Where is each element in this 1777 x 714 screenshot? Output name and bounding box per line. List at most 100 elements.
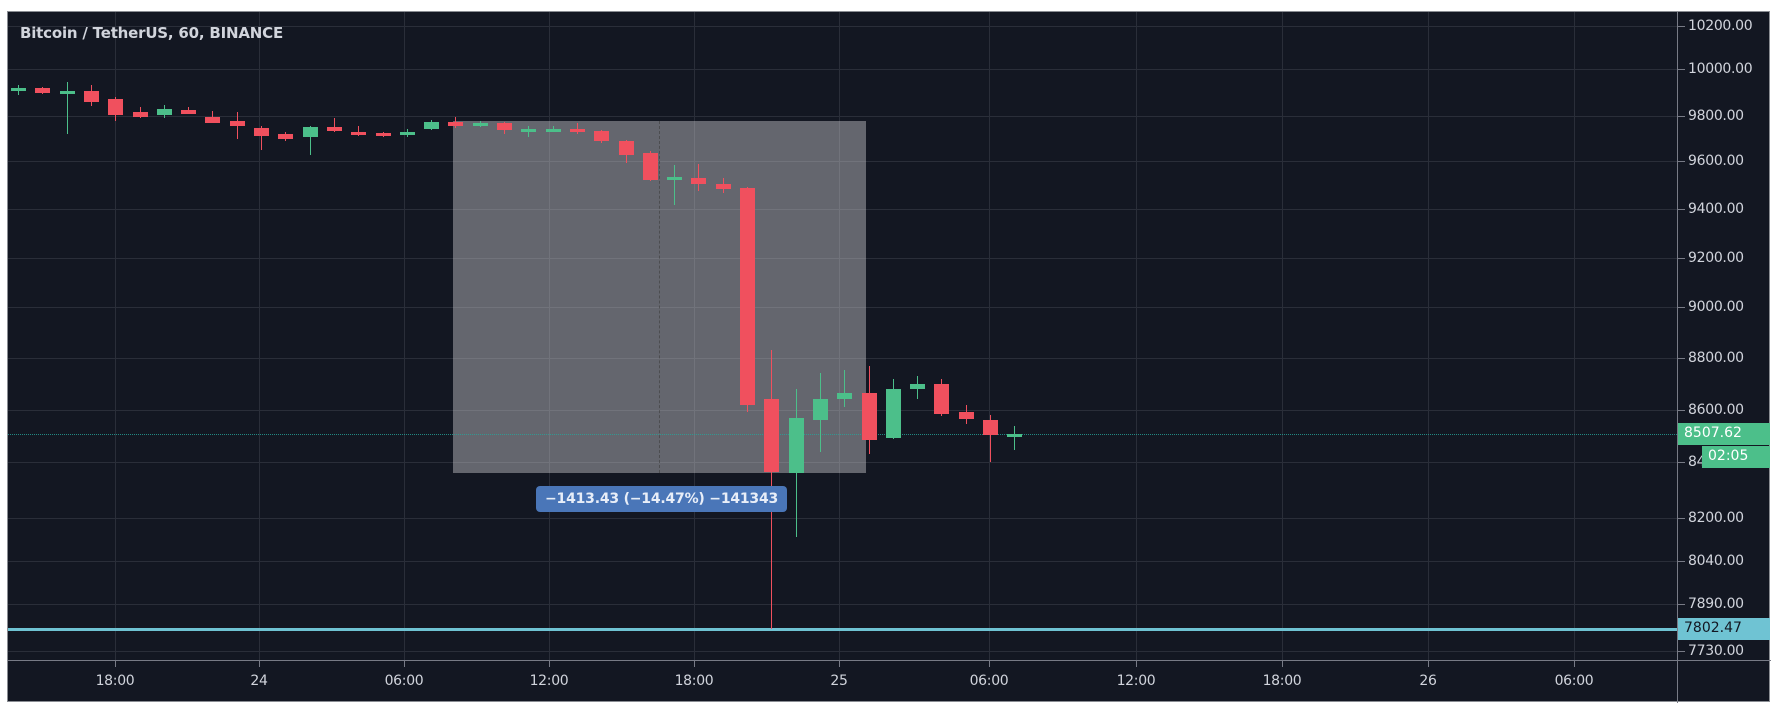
candle-wick xyxy=(261,125,262,151)
time-tick-label: 12:00 xyxy=(529,673,569,689)
gridline xyxy=(8,651,1677,652)
candle-wick xyxy=(990,415,991,462)
time-tick-label: 26 xyxy=(1419,673,1437,689)
gridline xyxy=(8,161,1677,162)
candle-wick xyxy=(334,117,335,132)
chart-container[interactable]: −1413.43 (−14.47%) −141343 Bitcoin / Tet… xyxy=(7,11,1771,703)
price-tick-label: 8600.00 xyxy=(1688,402,1744,418)
candle-body xyxy=(376,133,391,137)
time-axis[interactable]: 18:00 24 06:00 12:00 18:00 25 06:00 12:00 18:00 2… xyxy=(8,660,1677,703)
price-tick-mark xyxy=(1678,651,1685,652)
price-tick-mark xyxy=(1678,258,1685,259)
price-axis[interactable]: 10200.00 10000.00 9800.00 9600.00 9400.00 920… xyxy=(1677,12,1771,660)
last-price-line xyxy=(8,434,1677,436)
time-tick-label: 06:00 xyxy=(1554,673,1594,689)
gridline xyxy=(404,12,405,660)
price-tick-mark xyxy=(1678,462,1685,463)
candle-body xyxy=(691,178,706,185)
price-tick-label: 10000.00 xyxy=(1688,61,1753,77)
gridline xyxy=(8,258,1677,259)
price-tick-mark xyxy=(1678,518,1685,519)
candle-wick xyxy=(844,369,845,408)
gridline xyxy=(8,462,1677,463)
bar-countdown-badge: 02:05 xyxy=(1702,446,1770,469)
candle-body xyxy=(764,399,779,473)
measure-result-label: −1413.43 (−14.47%) −141343 xyxy=(536,486,788,512)
gridline xyxy=(8,561,1677,562)
gridline xyxy=(1282,12,1283,660)
candle-body xyxy=(789,417,804,474)
candle-body xyxy=(108,99,123,116)
candle-body xyxy=(35,88,50,93)
measure-center-dashed-line xyxy=(659,121,660,474)
price-tick-label: 8040.00 xyxy=(1688,553,1744,569)
price-tick-label: 10200.00 xyxy=(1688,18,1753,34)
price-tick-mark xyxy=(1678,69,1685,70)
price-tick-label: 8800.00 xyxy=(1688,350,1744,366)
candle-body xyxy=(254,128,269,136)
axis-corner xyxy=(1677,660,1771,703)
price-tick-label: 9000.00 xyxy=(1688,299,1744,315)
price-tick-label: 9200.00 xyxy=(1688,250,1744,266)
price-tick-mark xyxy=(1678,358,1685,359)
price-tick-label: 7730.00 xyxy=(1688,643,1744,659)
time-tick-label: 06:00 xyxy=(384,673,424,689)
candle-body xyxy=(230,121,245,126)
chart-title[interactable]: Bitcoin / TetherUS, 60, BINANCE xyxy=(20,24,284,42)
candle-wick xyxy=(358,125,359,137)
candle-body xyxy=(133,111,148,117)
time-tick-mark xyxy=(1136,661,1137,667)
time-tick-mark xyxy=(989,661,990,667)
gridline xyxy=(549,12,550,660)
candle-body xyxy=(643,152,658,180)
candle-body xyxy=(619,140,634,155)
candle-body xyxy=(594,131,609,141)
time-tick-mark xyxy=(839,661,840,667)
price-tick-mark xyxy=(1678,209,1685,210)
candle-body xyxy=(351,132,366,136)
horizontal-line-price-badge: 7802.47 xyxy=(1678,618,1770,641)
candle-wick xyxy=(674,165,675,205)
candle-body xyxy=(181,109,196,114)
candle-wick xyxy=(310,125,311,155)
price-tick-label: 9400.00 xyxy=(1688,201,1744,217)
candle-body xyxy=(521,129,536,133)
time-tick-mark xyxy=(404,661,405,667)
candle-body xyxy=(473,122,488,127)
gridline xyxy=(8,410,1677,411)
candle-body xyxy=(862,392,877,441)
price-tick-mark xyxy=(1678,116,1685,117)
price-tick-label: 7890.00 xyxy=(1688,596,1744,612)
candle-body xyxy=(448,121,463,127)
candle-body xyxy=(157,108,172,116)
gridline xyxy=(115,12,116,660)
plot-area[interactable]: −1413.43 (−14.47%) −141343 Bitcoin / Tet… xyxy=(8,12,1677,660)
candle-body xyxy=(570,128,585,132)
gridline xyxy=(694,12,695,660)
gridline xyxy=(1136,12,1137,660)
price-tick-mark xyxy=(1678,561,1685,562)
candle-body xyxy=(716,184,731,190)
gridline xyxy=(8,307,1677,308)
candle-body xyxy=(205,116,220,123)
time-tick-label: 18:00 xyxy=(1262,673,1302,689)
candle-wick xyxy=(698,164,699,192)
price-tick-mark xyxy=(1678,604,1685,605)
last-price-badge: 8507.62 xyxy=(1678,423,1770,446)
candle-body xyxy=(11,88,26,92)
candle-body xyxy=(983,420,998,435)
horizontal-line-drawing[interactable] xyxy=(8,628,1677,632)
gridline xyxy=(259,12,260,660)
price-tick-mark xyxy=(1678,161,1685,162)
gridline xyxy=(839,12,840,660)
time-tick-label: 24 xyxy=(250,673,268,689)
candle-body xyxy=(497,122,512,131)
gridline xyxy=(1428,12,1429,660)
gridline xyxy=(8,26,1677,27)
candle-wick xyxy=(577,123,578,134)
gridline xyxy=(8,116,1677,117)
candle-wick xyxy=(1014,425,1015,450)
candle-body xyxy=(546,128,561,132)
candle-body xyxy=(910,383,925,389)
price-tick-mark xyxy=(1678,26,1685,27)
